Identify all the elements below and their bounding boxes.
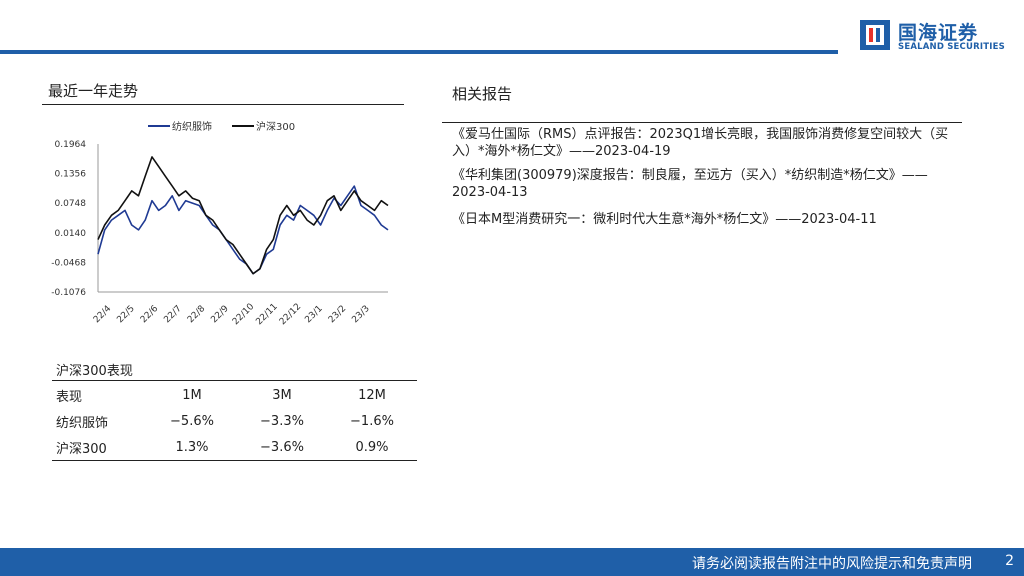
footer-disclaimer: 请务必阅读报告附注中的风险提示和免责声明 bbox=[692, 556, 972, 572]
table-cell: −3.3% bbox=[260, 413, 304, 429]
header-rule bbox=[0, 50, 838, 54]
table-header-cell: 表现 bbox=[56, 389, 83, 405]
legend-label: 沪深300 bbox=[256, 120, 295, 133]
table-header-cell: 1M bbox=[182, 387, 202, 403]
x-tick-label: 23/3 bbox=[350, 304, 371, 325]
series-line bbox=[97, 185, 389, 275]
performance-rule-bottom bbox=[52, 460, 417, 461]
table-cell: 沪深300 bbox=[56, 441, 107, 457]
brand-logo: 国海证券 SEALAND SECURITIES bbox=[858, 16, 1008, 56]
report-link[interactable]: 《爱马仕国际（RMS）点评报告：2023Q1增长亮眼，我国服饰消费修复空间较大（… bbox=[452, 127, 949, 159]
brand-name-cn: 国海证券 bbox=[898, 22, 979, 44]
brand-name-en: SEALAND SECURITIES bbox=[898, 42, 1005, 52]
performance-rule-top bbox=[52, 380, 417, 381]
x-tick-label: 23/1 bbox=[303, 304, 324, 325]
report-link[interactable]: 《日本M型消费研究一：微利时代大生意*海外*杨仁文》——2023-04-11 bbox=[452, 212, 877, 227]
report-link[interactable]: 《华利集团(300979)深度报告：制良履，至远方（买入）*纺织制造*杨仁文》—… bbox=[452, 168, 928, 200]
x-tick-label: 22/7 bbox=[162, 304, 183, 325]
y-tick-label: 0.0140 bbox=[55, 229, 87, 239]
footer-bar: 请务必阅读报告附注中的风险提示和免责声明 2 bbox=[0, 548, 1024, 576]
x-tick-label: 22/9 bbox=[209, 304, 231, 326]
x-tick-label: 22/8 bbox=[186, 304, 208, 326]
table-header-row: 表现 1M 3M 12M bbox=[52, 382, 417, 408]
table-cell: −5.6% bbox=[170, 413, 214, 429]
report-list: 《爱马仕国际（RMS）点评报告：2023Q1增长亮眼，我国服饰消费修复空间较大（… bbox=[452, 126, 962, 228]
table-cell: −1.6% bbox=[350, 413, 394, 429]
page-number: 2 bbox=[1005, 553, 1014, 569]
table-row: 纺织服饰 −5.6% −3.3% −1.6% bbox=[52, 408, 417, 434]
trend-title-rule bbox=[42, 104, 404, 105]
table-cell: 0.9% bbox=[355, 439, 389, 455]
performance-table: 表现 1M 3M 12M 纺织服饰 −5.6% −3.3% −1.6% 沪深30… bbox=[52, 382, 417, 460]
table-row: 沪深300 1.3% −3.6% 0.9% bbox=[52, 434, 417, 460]
y-tick-label: -0.1076 bbox=[51, 288, 86, 298]
table-header-cell: 3M bbox=[272, 387, 292, 403]
y-tick-label: 0.1964 bbox=[55, 140, 87, 150]
trend-chart-svg: 0.1964 0.1356 0.0748 0.0140 -0.0468 -0.1076 22… bbox=[51, 120, 389, 328]
legend-label: 纺织服饰 bbox=[172, 120, 212, 133]
series-line bbox=[97, 156, 389, 275]
y-tick-label: 0.1356 bbox=[55, 170, 87, 180]
reports-section-title: 相关报告 bbox=[452, 85, 513, 103]
y-tick-label: -0.0468 bbox=[51, 258, 86, 268]
trend-chart: 0.1964 0.1356 0.0748 0.0140 -0.0468 -0.1076 22… bbox=[40, 112, 410, 342]
logo-mark-icon bbox=[860, 20, 890, 50]
x-tick-label: 22/5 bbox=[115, 304, 136, 325]
table-header-cell: 12M bbox=[358, 387, 386, 403]
x-tick-label: 22/6 bbox=[139, 304, 161, 326]
performance-title: 沪深300表现 bbox=[56, 364, 133, 379]
reports-title-rule bbox=[442, 122, 962, 123]
x-tick-label: 22/4 bbox=[92, 304, 114, 326]
table-cell: 纺织服饰 bbox=[56, 415, 109, 431]
trend-section-title: 最近一年走势 bbox=[48, 82, 139, 100]
table-cell: 1.3% bbox=[175, 439, 209, 455]
y-tick-label: 0.0748 bbox=[55, 199, 87, 209]
x-tick-label: 22/10 bbox=[231, 302, 257, 328]
x-tick-label: 23/2 bbox=[327, 304, 348, 325]
table-cell: −3.6% bbox=[260, 439, 304, 455]
x-tick-label: 22/12 bbox=[278, 302, 303, 327]
x-tick-label: 22/11 bbox=[254, 302, 279, 327]
